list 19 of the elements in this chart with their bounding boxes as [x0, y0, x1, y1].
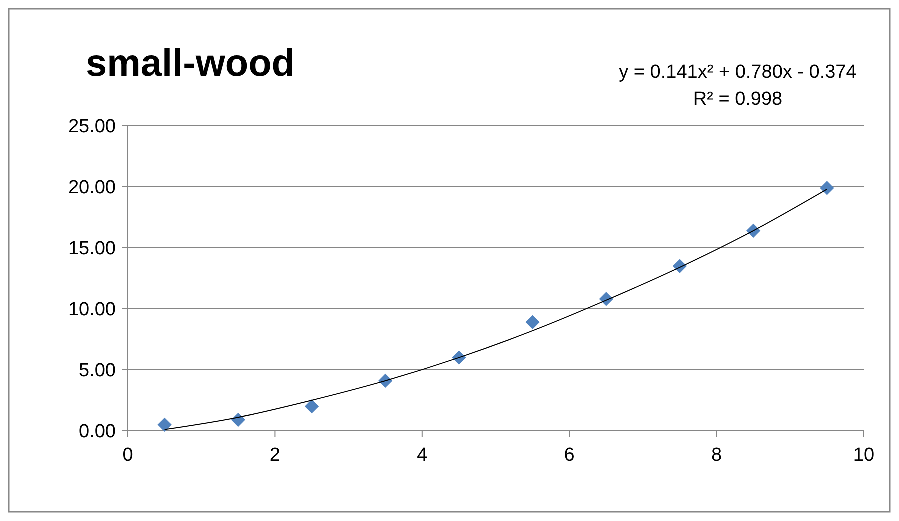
y-tick-label: 5.00	[79, 360, 116, 382]
y-tick-label: 0.00	[79, 422, 116, 443]
text: y = 0.141x² + 0.780x - 0.374	[619, 62, 858, 83]
x-tick-label: 6	[564, 445, 575, 466]
x-tick-label: 4	[417, 445, 428, 466]
point	[304, 400, 320, 414]
text: R² = 0.998	[693, 89, 783, 110]
x-tick-label: 2	[270, 445, 280, 466]
y-tick-label: 15.00	[68, 238, 116, 260]
y-tick-label: 20.00	[68, 178, 116, 199]
point	[158, 418, 172, 432]
y-tick-label: 25.00	[68, 116, 116, 138]
point	[526, 315, 540, 330]
point	[820, 181, 834, 196]
chart-title: small-wood	[86, 43, 296, 85]
x-tick-label: 8	[712, 445, 722, 466]
y-tick-label: 10.00	[68, 300, 116, 321]
x-tick-label: 0	[122, 445, 134, 466]
x-tick-label: 10	[853, 445, 875, 466]
